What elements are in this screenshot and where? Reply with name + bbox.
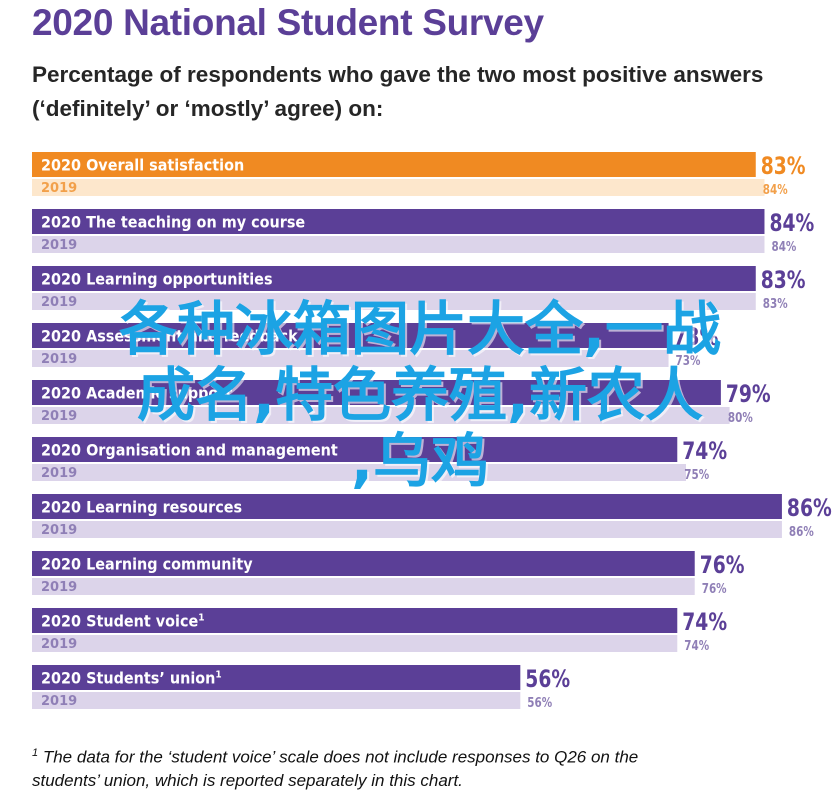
value-label-2020: 76% — [700, 552, 745, 580]
bar-2019 — [32, 236, 765, 253]
footnote-line-2: students’ union, which is reported separ… — [32, 770, 463, 790]
bar-2020 — [32, 266, 756, 291]
value-label-2019: 86% — [789, 524, 814, 539]
bar-2020 — [32, 152, 756, 177]
bar-2019 — [32, 293, 756, 310]
value-label-2020: 74% — [682, 438, 727, 466]
bar-label-2020: 2020 The teaching on my course — [41, 213, 305, 232]
value-label-2019: 74% — [684, 638, 709, 653]
value-label-2019: 83% — [763, 296, 788, 311]
bar-label-2019: 2019 — [41, 295, 77, 310]
bar-label-2019: 2019 — [41, 181, 77, 196]
bar-label-2020: 2020 Overall satisfaction — [41, 156, 244, 175]
chart-subtitle: Percentage of respondents who gave the t… — [32, 58, 822, 126]
footnote-marker: 1 — [32, 747, 39, 759]
bar-label-2020: 2020 Organisation and management — [41, 441, 338, 460]
subtitle-line-1: Percentage of respondents who gave the t… — [32, 62, 764, 87]
bar-2019 — [32, 464, 686, 481]
bar-label-2019: 2019 — [41, 352, 77, 367]
value-label-2020: 84% — [769, 210, 814, 238]
bar-label-2019: 2019 — [41, 409, 77, 424]
superscript-marker: 1 — [215, 670, 221, 681]
value-label-2020: 74% — [682, 609, 727, 637]
value-label-2020: 79% — [726, 381, 771, 409]
bar-label-2019: 2019 — [41, 238, 77, 253]
bar-label-2020: 2020 Learning opportunities — [41, 270, 273, 289]
bar-2020 — [32, 608, 678, 633]
value-label-2019: 84% — [763, 182, 788, 197]
bar-2020 — [32, 323, 669, 348]
bar-2020 — [32, 665, 521, 690]
bar-2019 — [32, 578, 695, 595]
bar-2019 — [32, 635, 678, 652]
value-label-2019: 84% — [771, 239, 796, 254]
bar-2020 — [32, 209, 765, 234]
bar-2019 — [32, 521, 782, 538]
bar-label-2020: 2020 Learning resources — [41, 498, 242, 517]
bar-label-2020: 2020 Learning community — [41, 555, 253, 574]
bar-label-2020: 2020 Student voice1 — [41, 612, 205, 631]
bar-2019 — [32, 692, 521, 709]
value-label-2019: 75% — [684, 467, 709, 482]
value-label-2020: 86% — [787, 495, 832, 523]
bar-2020 — [32, 437, 678, 462]
bar-label-2019: 2019 — [41, 694, 77, 709]
bar-2019 — [32, 179, 765, 196]
superscript-marker: 1 — [198, 613, 204, 624]
value-label-2020: 73% — [674, 324, 719, 352]
value-label-2019: 76% — [702, 581, 727, 596]
footnote-line-1: The data for the ‘student voice’ scale d… — [38, 747, 639, 767]
bar-2020 — [32, 380, 721, 405]
value-label-2020: 56% — [525, 666, 570, 694]
value-label-2020: 83% — [761, 153, 806, 181]
chart-title: 2020 National Student Survey — [32, 2, 544, 43]
subtitle-line-2: (‘definitely’ or ‘mostly’ agree) on: — [32, 96, 384, 121]
bar-label-2019: 2019 — [41, 523, 77, 538]
survey-bar-chart: 2020 Overall satisfaction201983%84%2020 … — [32, 152, 832, 710]
value-label-2019: 56% — [527, 695, 552, 710]
value-label-2020: 83% — [761, 267, 806, 295]
bar-label-2020: 2020 Assessment and feedback — [41, 327, 298, 346]
value-label-2019: 73% — [676, 353, 701, 368]
bar-2020 — [32, 551, 695, 576]
bar-2019 — [32, 407, 730, 424]
bar-2020 — [32, 494, 782, 519]
bar-label-2019: 2019 — [41, 466, 77, 481]
footnote: 1 The data for the ‘student voice’ scale… — [32, 742, 812, 792]
bar-label-2019: 2019 — [41, 580, 77, 595]
bar-label-2019: 2019 — [41, 637, 77, 652]
value-label-2019: 80% — [728, 410, 753, 425]
bar-label-2020: 2020 Students’ union1 — [41, 669, 222, 688]
bar-2019 — [32, 350, 669, 367]
bar-label-2020: 2020 Academic support — [41, 384, 232, 403]
